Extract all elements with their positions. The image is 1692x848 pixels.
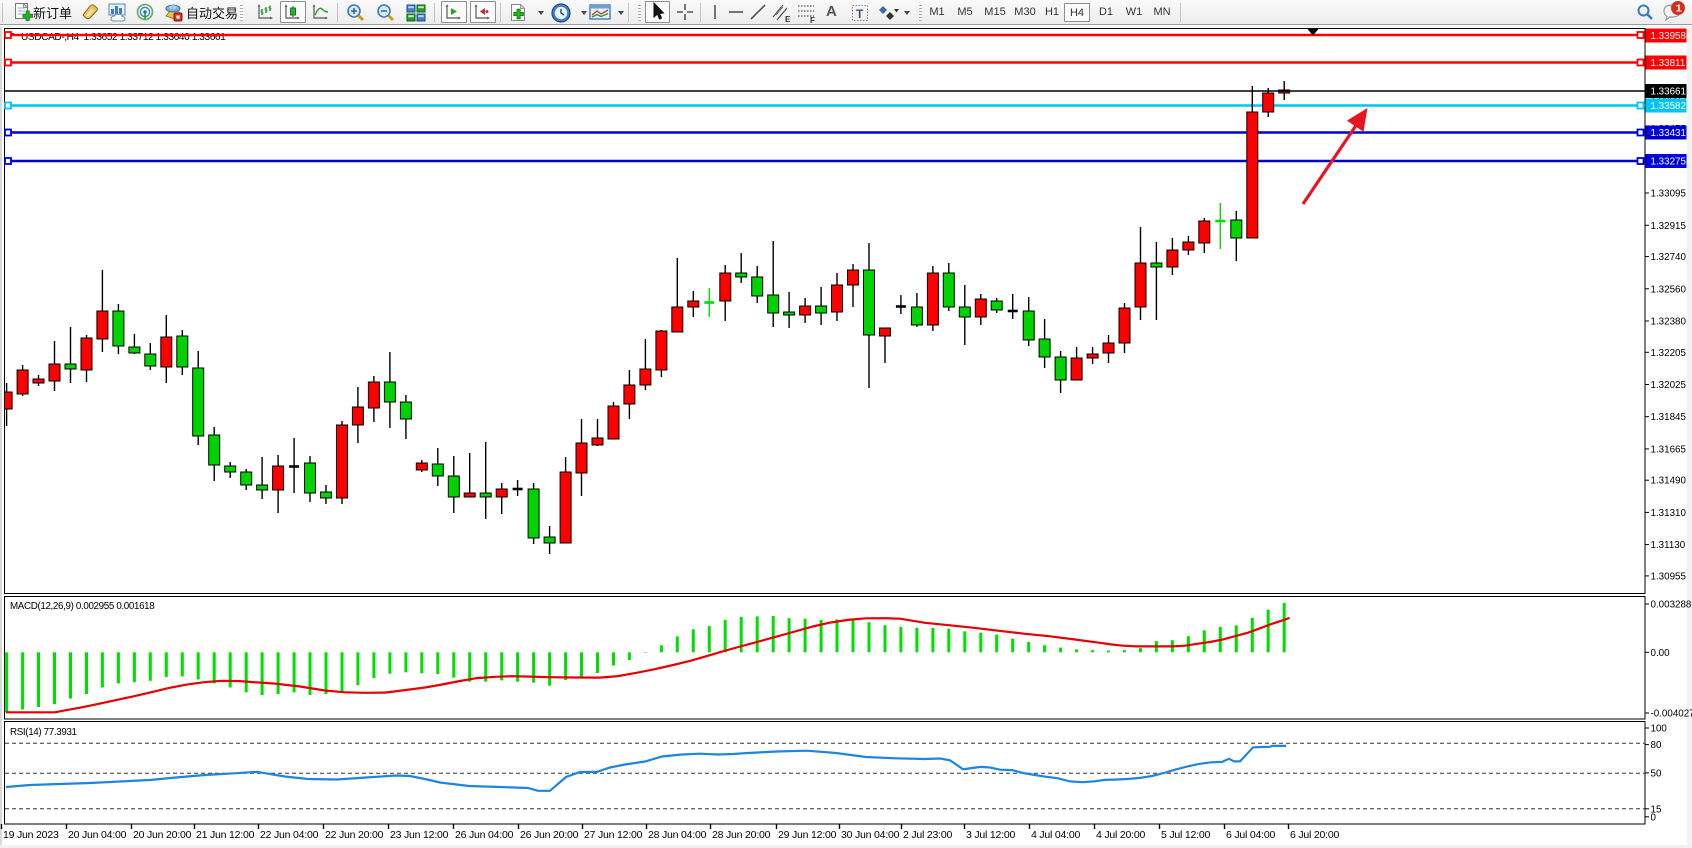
svg-text:-0.004027: -0.004027 bbox=[1651, 709, 1692, 720]
svg-text:1.31490: 1.31490 bbox=[1651, 476, 1687, 487]
svg-text:22 Jun 04:00: 22 Jun 04:00 bbox=[260, 829, 319, 841]
svg-text:1.32025: 1.32025 bbox=[1651, 380, 1687, 391]
svg-text:0: 0 bbox=[1651, 812, 1657, 823]
svg-text:3 Jul 12:00: 3 Jul 12:00 bbox=[966, 829, 1016, 841]
svg-text:1.30955: 1.30955 bbox=[1651, 571, 1687, 582]
svg-text:1.33661: 1.33661 bbox=[1651, 87, 1686, 98]
svg-text:1.32380: 1.32380 bbox=[1651, 317, 1687, 328]
svg-text:20 Jun 04:00: 20 Jun 04:00 bbox=[68, 829, 127, 841]
svg-text:26 Jun 04:00: 26 Jun 04:00 bbox=[455, 829, 514, 841]
svg-text:1.32915: 1.32915 bbox=[1651, 221, 1687, 232]
svg-text:21 Jun 12:00: 21 Jun 12:00 bbox=[196, 829, 255, 841]
svg-text:80: 80 bbox=[1651, 740, 1662, 751]
svg-text:6 Jul 04:00: 6 Jul 04:00 bbox=[1226, 829, 1276, 841]
svg-text:28 Jun 20:00: 28 Jun 20:00 bbox=[712, 829, 771, 841]
svg-text:100: 100 bbox=[1651, 724, 1668, 735]
svg-text:MACD(12,26,9) 0.002955 0.00161: MACD(12,26,9) 0.002955 0.001618 bbox=[10, 601, 155, 612]
svg-text:1.32740: 1.32740 bbox=[1651, 252, 1687, 263]
svg-text:1.31130: 1.31130 bbox=[1651, 540, 1686, 551]
svg-text:22 Jun 20:00: 22 Jun 20:00 bbox=[325, 829, 384, 841]
svg-text:RSI(14) 77.3931: RSI(14) 77.3931 bbox=[10, 727, 77, 738]
svg-text:29 Jun 12:00: 29 Jun 12:00 bbox=[778, 829, 837, 841]
svg-text:19 Jun 2023: 19 Jun 2023 bbox=[3, 829, 59, 841]
svg-text:6 Jul 20:00: 6 Jul 20:00 bbox=[1290, 829, 1340, 841]
svg-text:5 Jul 12:00: 5 Jul 12:00 bbox=[1161, 829, 1211, 841]
svg-text:50: 50 bbox=[1651, 768, 1662, 779]
svg-text:T: T bbox=[856, 7, 864, 21]
svg-text:1.33275: 1.33275 bbox=[1651, 157, 1687, 168]
svg-text:1.33582: 1.33582 bbox=[1651, 101, 1686, 112]
svg-text:26 Jun 20:00: 26 Jun 20:00 bbox=[520, 829, 579, 841]
svg-text:27 Jun 12:00: 27 Jun 12:00 bbox=[584, 829, 643, 841]
svg-text:0.003288: 0.003288 bbox=[1651, 600, 1692, 611]
svg-text:30 Jun 04:00: 30 Jun 04:00 bbox=[841, 829, 900, 841]
svg-text:20 Jun 20:00: 20 Jun 20:00 bbox=[133, 829, 192, 841]
svg-text:1.31310: 1.31310 bbox=[1651, 508, 1687, 519]
svg-text:1.31845: 1.31845 bbox=[1651, 412, 1687, 423]
svg-text:1.32560: 1.32560 bbox=[1651, 284, 1687, 295]
svg-text:23 Jun 12:00: 23 Jun 12:00 bbox=[390, 829, 449, 841]
svg-text:1.33958: 1.33958 bbox=[1651, 31, 1687, 42]
svg-text:1.33811: 1.33811 bbox=[1651, 58, 1686, 69]
svg-text:1.31665: 1.31665 bbox=[1651, 444, 1687, 455]
svg-text:F: F bbox=[810, 16, 815, 23]
svg-text:1.32205: 1.32205 bbox=[1651, 348, 1687, 359]
svg-text:USDCAD-,H4 1.33652 1.33712 1.: USDCAD-,H4 1.33652 1.33712 1.33640 1.336… bbox=[21, 32, 226, 43]
svg-text:1.33095: 1.33095 bbox=[1651, 189, 1687, 200]
svg-text:E: E bbox=[785, 15, 791, 23]
svg-text:4 Jul 04:00: 4 Jul 04:00 bbox=[1031, 829, 1081, 841]
svg-text:4 Jul 20:00: 4 Jul 20:00 bbox=[1096, 829, 1146, 841]
svg-text:15: 15 bbox=[1651, 804, 1662, 815]
svg-text:0.00: 0.00 bbox=[1651, 648, 1671, 659]
svg-text:1.33431: 1.33431 bbox=[1651, 128, 1686, 139]
svg-text:1: 1 bbox=[1676, 3, 1682, 15]
svg-text:28 Jun 04:00: 28 Jun 04:00 bbox=[648, 829, 707, 841]
svg-text:2 Jul 23:00: 2 Jul 23:00 bbox=[903, 829, 953, 841]
